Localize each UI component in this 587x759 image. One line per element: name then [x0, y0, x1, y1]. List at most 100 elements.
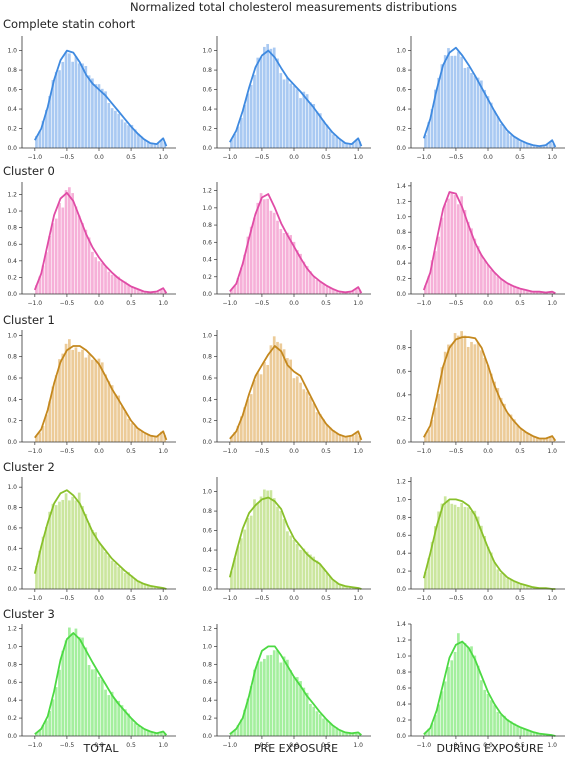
y-tick-label: 0.8 [396, 229, 406, 236]
y-tick-label: 1.0 [7, 643, 17, 650]
histogram-bar [473, 344, 477, 442]
histogram-bar [335, 137, 339, 148]
plot-r1-c2: −1.0 −0.5 0.0 0.5 1.0 0.0 0.2 0.4 0.6 0.8 1.0 1.2 1.… [396, 182, 565, 307]
histogram-bar [499, 279, 503, 294]
histogram-bar [332, 580, 335, 589]
histogram-bar [519, 428, 523, 442]
y-tick-label: 0.6 [202, 87, 212, 94]
histogram-bar [117, 113, 121, 148]
histogram-bar [156, 587, 160, 589]
histogram-bar [424, 285, 427, 294]
x-tick-label: 1.0 [353, 154, 363, 161]
histogram-bar [486, 365, 490, 442]
histogram-bar [539, 145, 542, 148]
y-tick-label: 1.0 [7, 484, 17, 491]
histogram-bar [499, 572, 503, 589]
histogram-bar [61, 499, 65, 589]
histogram-bar [430, 541, 434, 589]
histogram-bar [91, 359, 94, 442]
histogram-bar [295, 89, 299, 148]
y-tick-label: 0.8 [202, 661, 212, 668]
y-tick-label: 0.6 [7, 375, 17, 382]
histogram-bar [239, 538, 243, 589]
x-tick-label: 0.5 [126, 154, 136, 161]
histogram-bar [54, 71, 58, 148]
histogram-bar [466, 221, 470, 294]
histogram-bar [160, 289, 163, 294]
histogram-bar [243, 104, 246, 148]
histogram-bar [230, 436, 233, 442]
histogram-bar [338, 139, 342, 148]
histogram-bar [230, 139, 233, 148]
y-tick-label: 0.2 [7, 566, 17, 573]
histogram-bar [272, 650, 276, 736]
histogram-bar [160, 431, 163, 442]
histogram-bar [233, 285, 237, 294]
histogram-bar [143, 139, 147, 148]
x-tick-label: −0.5 [60, 154, 75, 161]
histogram-bar [160, 140, 163, 148]
histogram-bar [127, 284, 130, 294]
histogram-bar [84, 514, 88, 589]
y-tick-label: 0.0 [7, 439, 17, 446]
histogram-bar [493, 562, 496, 589]
histogram-bar [110, 560, 114, 589]
histogram-bar [489, 269, 493, 294]
histogram-bar [325, 124, 329, 148]
histogram-bar [338, 584, 342, 589]
y-tick-label: 0.4 [202, 547, 212, 554]
histogram-bar [71, 61, 74, 148]
histogram-bar [84, 647, 88, 736]
histogram-bar [74, 347, 78, 442]
histogram-bar [489, 102, 493, 148]
histogram-bar [483, 689, 487, 736]
histogram-bar [279, 73, 283, 148]
y-tick-label: 0.6 [7, 679, 17, 686]
histogram-bar [77, 637, 81, 736]
histogram-bar [263, 489, 266, 589]
histogram-bar [68, 53, 71, 148]
density-line [422, 498, 556, 590]
histogram-bar [325, 573, 329, 589]
y-tick-label: 0.4 [7, 396, 17, 403]
histogram-bar [156, 143, 160, 148]
histogram-bar [440, 64, 444, 148]
histogram-bar [437, 236, 440, 294]
histogram-bar [91, 251, 94, 294]
histogram-bar [348, 586, 352, 589]
histogram-bar [292, 676, 296, 736]
histogram-bar [130, 286, 134, 294]
x-tick-label: −1.0 [417, 742, 432, 749]
histogram-bar [64, 190, 68, 294]
histogram-bar [94, 360, 98, 442]
histogram-bar [279, 343, 283, 442]
y-tick-label: 0.8 [202, 354, 212, 361]
histogram-bar [35, 565, 38, 589]
histogram-bar [503, 126, 506, 148]
histogram-bar [289, 83, 293, 148]
x-tick-label: 1.0 [158, 154, 168, 161]
histogram-bar [286, 659, 289, 736]
histogram-bar [38, 730, 42, 736]
histogram-bar [338, 434, 342, 442]
histogram-bar [447, 500, 450, 589]
histogram-bar [272, 212, 276, 294]
histogram-bar [41, 725, 45, 736]
x-tick-label: −0.5 [449, 154, 464, 161]
histogram-bar [351, 733, 355, 736]
histogram-bar [503, 715, 506, 736]
histogram-bar [74, 56, 78, 148]
histogram-bar [81, 223, 84, 294]
plot-r3-c0: −1.0 −0.5 0.0 0.5 1.0 0.0 0.2 0.4 0.6 0.8 1.0 [7, 477, 176, 602]
y-tick-label: 0.0 [7, 586, 17, 593]
histogram-bar [289, 235, 293, 294]
histogram-bar [51, 80, 55, 148]
x-tick-label: −0.5 [449, 742, 464, 749]
histogram-bar [130, 575, 134, 589]
histogram-bar [463, 335, 467, 442]
histogram-bar [282, 519, 286, 589]
histogram-bar [48, 511, 51, 589]
histogram-bar [114, 394, 117, 442]
y-tick-label: 0.2 [7, 715, 17, 722]
histogram-bar [470, 72, 473, 148]
